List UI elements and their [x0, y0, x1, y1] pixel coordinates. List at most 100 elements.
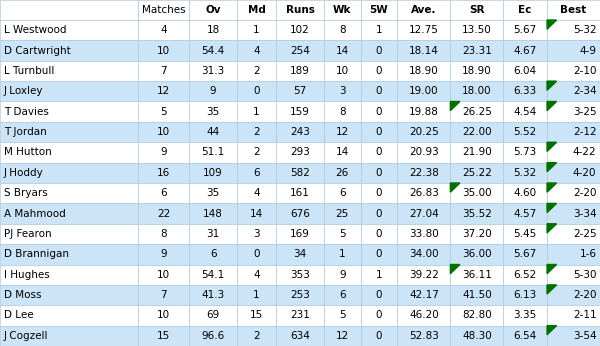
Text: 2-25: 2-25 [573, 229, 596, 239]
Text: 10: 10 [157, 270, 170, 280]
Bar [324, 142, 361, 163]
Bar [276, 285, 324, 305]
Bar [0, 40, 137, 61]
Bar [451, 224, 503, 244]
Text: 4.57: 4.57 [514, 209, 537, 219]
Text: 19.00: 19.00 [409, 86, 439, 96]
Text: 148: 148 [203, 209, 223, 219]
Bar [137, 40, 189, 61]
Bar [137, 203, 189, 224]
Bar [503, 122, 547, 142]
Text: 5.52: 5.52 [514, 127, 537, 137]
Bar [397, 163, 451, 183]
Text: 1: 1 [376, 270, 382, 280]
Bar [0, 20, 137, 40]
Bar [237, 40, 276, 61]
Bar [237, 61, 276, 81]
Text: 109: 109 [203, 168, 223, 178]
Bar [189, 163, 237, 183]
Text: 22.00: 22.00 [462, 127, 491, 137]
Bar [137, 0, 189, 20]
Bar [0, 81, 137, 101]
Bar [189, 183, 237, 203]
Text: 6.33: 6.33 [514, 86, 537, 96]
Text: 54.4: 54.4 [202, 46, 225, 56]
Bar [189, 264, 237, 285]
Text: 4: 4 [253, 188, 260, 198]
Text: 189: 189 [290, 66, 310, 76]
Text: 0: 0 [376, 147, 382, 157]
Bar [189, 20, 237, 40]
Text: 4: 4 [253, 270, 260, 280]
Text: L Turnbull: L Turnbull [4, 66, 54, 76]
Bar [361, 61, 397, 81]
Bar [237, 163, 276, 183]
Bar [451, 122, 503, 142]
Text: 0: 0 [376, 168, 382, 178]
Bar [189, 0, 237, 20]
Bar [547, 203, 600, 224]
Bar [503, 326, 547, 346]
Text: 2: 2 [253, 147, 260, 157]
Bar [0, 122, 137, 142]
Text: I Hughes: I Hughes [4, 270, 49, 280]
Text: 52.83: 52.83 [409, 331, 439, 341]
Bar [137, 142, 189, 163]
Bar [547, 183, 600, 203]
Bar [137, 122, 189, 142]
Bar [237, 122, 276, 142]
Text: Wk: Wk [333, 5, 352, 15]
Text: L Westwood: L Westwood [4, 25, 66, 35]
Text: 3-54: 3-54 [573, 331, 596, 341]
Bar [451, 61, 503, 81]
Text: 10: 10 [157, 310, 170, 320]
Text: Ov: Ov [205, 5, 221, 15]
Bar [0, 244, 137, 264]
Bar [276, 81, 324, 101]
Text: 2-20: 2-20 [573, 290, 596, 300]
Text: 0: 0 [376, 86, 382, 96]
Text: 2: 2 [253, 66, 260, 76]
Text: PJ Fearon: PJ Fearon [4, 229, 51, 239]
Bar [137, 305, 189, 326]
Text: 41.50: 41.50 [462, 290, 491, 300]
Text: 6: 6 [253, 168, 260, 178]
Text: 253: 253 [290, 290, 310, 300]
Text: 7: 7 [160, 66, 167, 76]
Text: 1: 1 [253, 290, 260, 300]
Bar [237, 244, 276, 264]
Bar [361, 203, 397, 224]
Bar [137, 244, 189, 264]
Bar [547, 305, 600, 326]
Bar [137, 285, 189, 305]
Text: 0: 0 [376, 310, 382, 320]
Text: 10: 10 [157, 127, 170, 137]
Text: 6: 6 [339, 290, 346, 300]
Text: 0: 0 [376, 249, 382, 259]
Text: 1: 1 [253, 107, 260, 117]
Bar [451, 264, 503, 285]
Text: S Bryars: S Bryars [4, 188, 47, 198]
Text: 7: 7 [160, 290, 167, 300]
Bar [397, 61, 451, 81]
Text: J Hoddy: J Hoddy [4, 168, 43, 178]
Text: 35.52: 35.52 [462, 209, 492, 219]
Bar [451, 40, 503, 61]
Polygon shape [547, 183, 557, 192]
Text: T Davies: T Davies [4, 107, 49, 117]
Bar [503, 224, 547, 244]
Text: 5-32: 5-32 [573, 25, 596, 35]
Text: 4.54: 4.54 [514, 107, 537, 117]
Polygon shape [547, 203, 557, 212]
Bar [503, 40, 547, 61]
Bar [189, 203, 237, 224]
Text: 8: 8 [339, 25, 346, 35]
Bar [361, 305, 397, 326]
Polygon shape [547, 142, 557, 152]
Bar [237, 264, 276, 285]
Bar [547, 285, 600, 305]
Text: 2-12: 2-12 [573, 127, 596, 137]
Polygon shape [547, 326, 557, 335]
Bar [189, 101, 237, 122]
Text: J Cogzell: J Cogzell [4, 331, 48, 341]
